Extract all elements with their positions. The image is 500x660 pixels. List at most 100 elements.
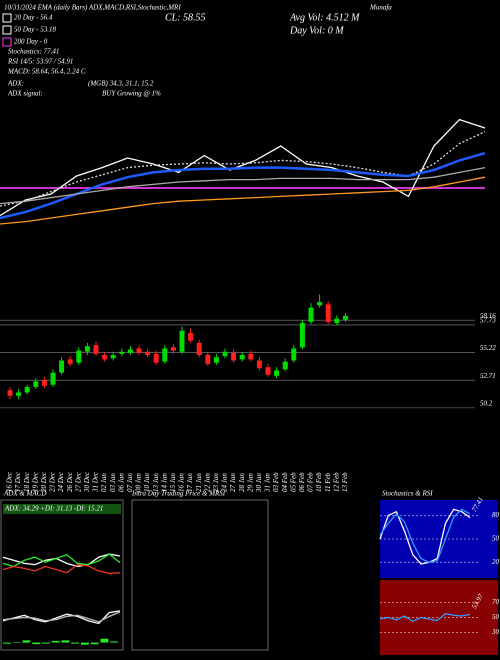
legend-label: 50 Day - 53.18 [14,26,56,34]
candle-body [102,355,108,360]
candle-body [299,323,305,348]
histogram-bar [12,642,21,643]
candle-body [16,392,22,396]
panel-background [380,500,498,578]
y-tick-label: 58.16 [480,312,496,320]
candle-body [119,351,125,354]
series-line [2,553,121,568]
legend-swatch [2,13,12,23]
x-tick-label: 22 Jan [203,473,211,492]
y-tick-label: 20 [492,558,500,566]
x-tick-label: 13 Jan [152,473,160,492]
candle-body [162,348,168,362]
y-tick-label: 55.22 [480,344,496,352]
avg-volume: Avg Vol: 4.512 M [289,12,360,23]
panel-title: Intra Day Trading Price & MRSI [131,490,226,498]
histogram-bar [22,640,31,643]
x-tick-label: 15 Jan [169,473,177,492]
candle-body [231,352,237,361]
panel-background [380,580,498,655]
candle-body [7,390,13,396]
candle-body [325,304,331,322]
panel-title: Stochastics & RSI [382,490,433,498]
y-tick-label: 50 [492,613,500,621]
y-tick-label: 70 [492,598,500,606]
adx-signal: ADX signal: [7,90,43,98]
histogram-bar [90,642,99,645]
x-tick-label: 06 Jan [117,473,125,492]
y-tick-label: 50 [492,535,500,543]
histogram-bar [32,642,41,645]
histogram-bar [71,642,80,644]
x-tick-label: 04 Feb [281,472,289,492]
x-tick-label: 10 Feb [315,472,323,492]
y-tick-label: 57.73 [480,317,496,325]
x-tick-label: 27 Dec [74,471,82,492]
x-tick-label: 10 Jan [143,473,151,492]
histogram-bar [100,638,109,643]
x-tick-label: 28 Jan [238,473,246,492]
series-line [0,118,486,217]
close-price: CL: 58.55 [165,12,206,23]
candle-body [93,345,99,354]
x-tick-label: 23 Jan [212,473,220,492]
x-tick-label: 30 Dec [83,471,91,493]
x-tick-label: 16 Dec [6,471,14,492]
adx-panel-values: ADX: 34.29 +DI: 31.13 -DI: 15.21 [4,505,103,513]
x-tick-label: 26 Dec [66,471,74,492]
x-tick-label: 08 Jan [135,473,143,492]
series-line [0,151,486,220]
x-tick-label: 05 Feb [289,472,297,492]
candle-body [213,357,219,363]
histogram-bar [61,640,70,643]
candle-body [274,370,280,376]
candle-body [127,349,133,353]
legend-swatch [2,25,12,35]
y-tick-label: 30 [491,628,500,636]
series-line [0,166,486,205]
series-line [0,176,486,225]
adx-values: (MGB) 34.3, 31.1, 15.2 [88,80,154,88]
x-tick-label: 31 Dec [92,471,100,493]
series-line [379,508,471,565]
x-tick-label: 19 Dec [31,471,39,492]
histogram-bar [3,642,11,644]
candle-body [265,367,271,375]
x-tick-label: 29 Jan [246,473,254,492]
y-tick-label: 50.2 [480,399,493,407]
x-tick-label: 21 Jan [195,473,203,492]
candle-body [59,360,65,373]
candle-body [222,351,228,357]
panel-title: ADX & MACD [3,490,46,498]
x-tick-label: 31 Jan [264,473,272,493]
series-line [2,611,121,623]
candle-body [24,386,30,393]
legend-swatch [2,37,12,47]
candle-body [110,355,116,359]
candle-body [170,347,176,351]
panel-frame [131,499,269,651]
candle-body [50,372,56,385]
x-tick-label: 14 Jan [160,473,168,492]
candle-body [248,353,254,360]
series-line [379,508,471,564]
x-tick-label: 03 Feb [272,472,280,492]
candle-body [179,330,185,352]
legend-label: 20 Day - 56.4 [14,14,53,22]
legend-label: 200 Day - 0 [14,38,48,46]
candle-body [239,355,245,360]
header-title: 10/31/2024 EMA (daily Bars) ADX,MACD,RSI… [4,4,181,12]
x-tick-label: 12 Feb [332,472,340,492]
y-tick-label: 80 [492,511,500,519]
candle-body [342,315,348,320]
x-tick-label: 17 Dec [14,471,22,492]
series-line [2,553,121,568]
x-tick-label: 07 Feb [307,472,315,492]
candle-body [256,360,262,369]
histogram-bar [81,642,89,645]
x-tick-label: 30 Jan [255,473,263,493]
brand: Munafa [369,4,392,12]
histogram-bar [51,640,60,643]
x-tick-label: 13 Feb [341,472,349,492]
